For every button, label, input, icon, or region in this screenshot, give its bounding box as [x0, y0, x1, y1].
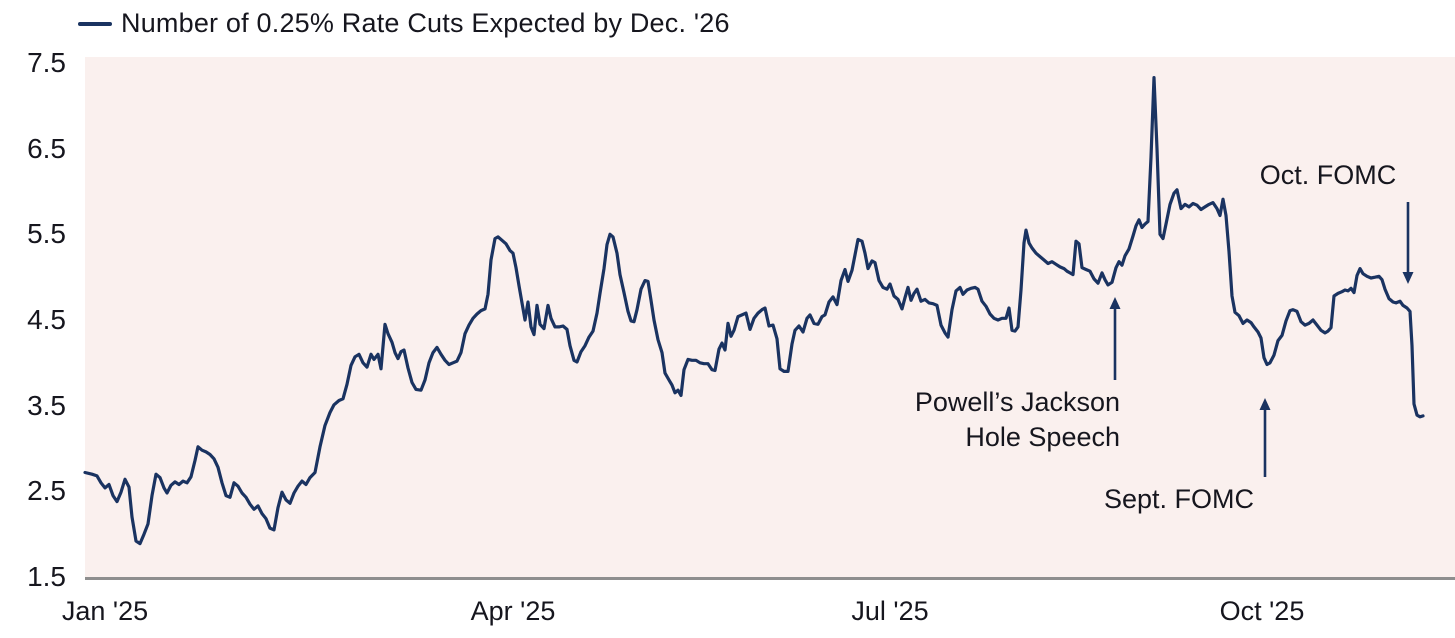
x-tick-label: Jul '25 [851, 596, 929, 626]
y-tick-label: 5.5 [27, 218, 66, 250]
legend: Number of 0.25% Rate Cuts Expected by De… [78, 8, 730, 39]
annotation-oct-fomc: Oct. FOMC [1260, 158, 1397, 193]
y-tick-label: 4.5 [27, 304, 66, 335]
annotation-oct-fomc-text: Oct. FOMC [1259, 160, 1397, 190]
y-tick-label: 7.5 [27, 47, 66, 78]
powell-jackson-hole-arrow-head [1109, 297, 1121, 309]
oct-fomc-arrow-head [1402, 272, 1414, 284]
annotation-powell-jackson-hole-text: Powell’s Jackson [914, 387, 1120, 417]
sept-fomc-arrow-head [1259, 398, 1271, 410]
x-tick-label: Jan '25 [61, 596, 149, 626]
annotation-powell-jackson-hole: Powell’s Jackson Hole Speech [915, 385, 1120, 455]
x-tick-label: Oct '25 [1219, 596, 1305, 626]
y-tick-label: 6.5 [27, 132, 66, 164]
y-tick-label: 1.5 [27, 561, 66, 592]
legend-label: Number of 0.25% Rate Cuts Expected by De… [121, 8, 730, 38]
annotation-powell-jackson-hole-text: Hole Speech [965, 422, 1120, 452]
annotation-sept-fomc-text: Sept. FOMC [1103, 484, 1255, 514]
x-tick-label: Apr '25 [470, 596, 556, 626]
x-axis-line [85, 577, 1455, 580]
y-tick-label: 3.5 [27, 389, 66, 421]
annotation-sept-fomc: Sept. FOMC [1104, 482, 1254, 517]
legend-line-swatch [78, 21, 112, 26]
y-tick-label: 2.5 [27, 475, 66, 507]
plot-area [85, 57, 1455, 578]
rate-cuts-series-line [83, 75, 1425, 546]
